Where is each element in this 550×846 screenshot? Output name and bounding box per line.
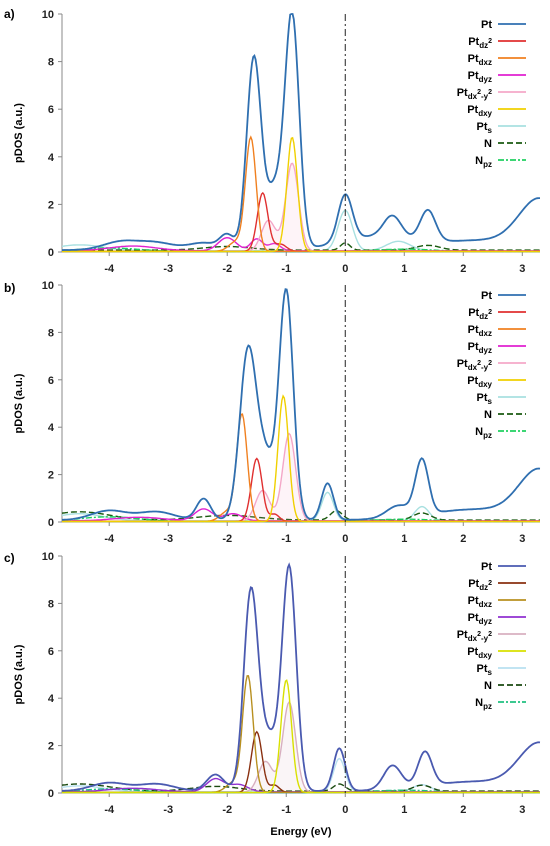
- x-axis-title: Energy (eV): [270, 826, 331, 838]
- y-axis-label: pDOS (a.u.): [13, 103, 25, 163]
- x-tick-label: -2: [222, 263, 232, 275]
- x-tick-label: 1: [401, 804, 407, 816]
- legend-label-pt-dxy: Ptdxy: [467, 646, 492, 660]
- y-tick-label: 8: [48, 327, 54, 339]
- series-pt: [61, 562, 541, 792]
- y-tick-label: 6: [48, 375, 54, 387]
- y-tick-label: 8: [48, 57, 54, 69]
- series-pt-dxy: [62, 679, 540, 794]
- legend-label-pt-dxy: Ptdxy: [467, 104, 492, 118]
- legend-label-n-pz: Npz: [475, 697, 492, 711]
- y-tick-label: 8: [48, 598, 54, 610]
- y-tick-label: 4: [48, 693, 55, 705]
- series-pt: [62, 13, 540, 251]
- legend-label-n-pz: Npz: [475, 155, 492, 169]
- y-tick-label: 2: [48, 470, 54, 482]
- x-tick-label: -2: [222, 533, 232, 545]
- series-fill-pt-dx2y2: [62, 163, 540, 252]
- x-tick-label: -2: [222, 804, 232, 816]
- legend-label-n: N: [484, 409, 492, 421]
- y-tick-label: 10: [42, 9, 54, 21]
- x-tick-label: -4: [104, 533, 115, 545]
- y-tick-label: 4: [48, 152, 55, 164]
- legend-label-pt-s: Pts: [477, 663, 493, 677]
- legend-label-pt: Pt: [481, 290, 492, 302]
- series-pt: [62, 288, 541, 521]
- legend-label-pt-dz2: Ptdz2: [468, 36, 492, 50]
- legend-label-pt-dyz: Ptdyz: [468, 612, 492, 626]
- y-tick-label: 6: [48, 646, 54, 658]
- x-tick-label: -3: [163, 804, 173, 816]
- x-tick-label: -4: [104, 263, 115, 275]
- y-tick-label: 6: [48, 104, 54, 116]
- legend-label-pt-dx2y2: Ptdx2-y2: [457, 87, 492, 101]
- x-tick-label: -3: [163, 263, 173, 275]
- legend-label-pt-dyz: Ptdyz: [468, 70, 492, 84]
- y-axis-label: pDOS (a.u.): [13, 373, 25, 433]
- legend-label-pt-dz2: Ptdz2: [468, 578, 492, 592]
- legend-label-n-pz: Npz: [475, 426, 492, 440]
- legend-label-pt-dz2: Ptdz2: [468, 307, 492, 321]
- y-tick-label: 4: [48, 422, 55, 434]
- legend-label-pt-s: Pts: [477, 121, 493, 135]
- legend-label-pt: Pt: [481, 19, 492, 31]
- x-tick-label: 3: [519, 804, 525, 816]
- x-tick-label: -1: [281, 533, 291, 545]
- panel-label: a): [4, 7, 15, 21]
- y-tick-label: 0: [48, 247, 54, 259]
- x-tick-label: 3: [519, 533, 525, 545]
- legend-label-pt-dx2y2: Ptdx2-y2: [457, 358, 492, 372]
- x-tick-label: -1: [281, 263, 291, 275]
- x-tick-label: 1: [401, 533, 407, 545]
- series-fill-pt-dx2y2: [62, 702, 540, 793]
- legend-label-pt-dxz: Ptdxz: [468, 595, 492, 609]
- x-tick-label: 2: [460, 533, 466, 545]
- x-tick-label: -3: [163, 533, 173, 545]
- chart-panel-1: 0 2 4 6 8 10 -4 -3 -2 -1 0 1 2 3 pDOS (a.u.) a) Pt Ptdz2 P…: [4, 7, 540, 275]
- chart-panel-3: 0 2 4 6 8 10 -4 -3 -2 -1 0 1 2 3 pDOS (a.u.) c) Pt Ptdz2 P…: [4, 551, 541, 816]
- x-tick-label: 3: [519, 263, 525, 275]
- legend-label-pt-dyz: Ptdyz: [468, 341, 492, 355]
- panel-label: c): [4, 551, 15, 565]
- x-tick-label: 1: [401, 263, 407, 275]
- panel-label: b): [4, 281, 15, 295]
- y-tick-label: 0: [48, 788, 54, 800]
- legend-label-pt-dxy: Ptdxy: [467, 375, 492, 389]
- legend-label-pt: Pt: [481, 561, 492, 573]
- x-tick-label: 2: [460, 804, 466, 816]
- y-axis-label: pDOS (a.u.): [13, 644, 25, 704]
- legend-label-pt-dxz: Ptdxz: [468, 324, 492, 338]
- series-pt-dxy: [62, 394, 540, 523]
- y-tick-label: 2: [48, 741, 54, 753]
- legend-label-pt-s: Pts: [477, 392, 493, 406]
- legend-label-pt-dx2y2: Ptdx2-y2: [457, 629, 492, 643]
- legend-label-pt-dxz: Ptdxz: [468, 53, 492, 67]
- chart-panel-2: 0 2 4 6 8 10 -4 -3 -2 -1 0 1 2 3 pDOS (a.u.) b) Pt Ptdz2 P…: [4, 280, 541, 545]
- x-tick-label: 0: [342, 263, 348, 275]
- x-tick-label: 0: [342, 533, 348, 545]
- series-pt-dxy: [62, 136, 540, 253]
- legend-label-n: N: [484, 138, 492, 150]
- y-tick-label: 0: [48, 517, 54, 529]
- x-tick-label: 2: [460, 263, 466, 275]
- y-tick-label: 10: [42, 551, 54, 563]
- x-tick-label: 0: [342, 804, 348, 816]
- x-tick-label: -1: [281, 804, 291, 816]
- x-tick-label: -4: [104, 804, 115, 816]
- y-tick-label: 10: [42, 280, 54, 292]
- legend-label-n: N: [484, 680, 492, 692]
- y-tick-label: 2: [48, 199, 54, 211]
